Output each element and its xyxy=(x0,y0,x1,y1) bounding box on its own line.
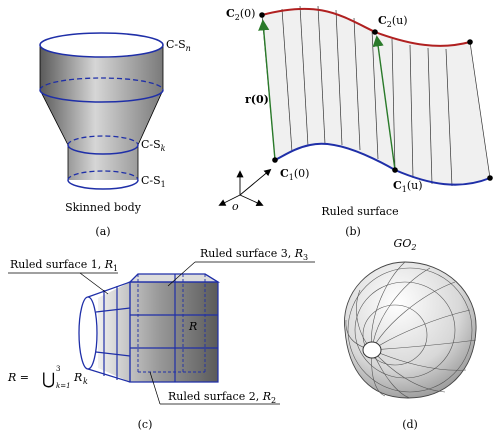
vector-r0 xyxy=(258,19,276,161)
axes-icon xyxy=(218,168,272,207)
label-rs2: Ruled surface 2, R2 xyxy=(168,390,276,405)
panel-d-caption: (d) xyxy=(402,418,418,431)
label-origin: o xyxy=(232,200,239,213)
end-cap xyxy=(78,296,98,370)
panel-c-caption: (c) xyxy=(138,418,153,431)
label-r-center: R xyxy=(188,320,197,333)
svg-text:⋃: ⋃ xyxy=(42,369,55,388)
vector-ru xyxy=(372,35,396,171)
label-rs1: Ruled surface 1, R1 xyxy=(10,258,118,273)
panel-b-ruled-surface: C2(0) C2(u) r(0) C1(0) C1(u) o Ruled sur… xyxy=(218,5,493,238)
panel-a-skinned-body: C-Sn C-Sk C-S1 Skinned body (a) xyxy=(39,32,191,238)
panel-d-title: GO2 xyxy=(394,237,417,252)
shell-mesh xyxy=(345,261,477,399)
panel-b-title: Ruled surface xyxy=(321,205,398,218)
label-c2-u: C2(u) xyxy=(378,14,408,29)
shell-opening xyxy=(362,341,382,359)
panel-b-caption: (b) xyxy=(345,225,361,238)
panel-a-caption: (a) xyxy=(95,225,110,238)
panel-a-title: Skinned body xyxy=(65,201,142,214)
label-cs-1: C-S1 xyxy=(141,174,166,189)
label-cs-n: C-Sn xyxy=(166,38,191,53)
point-c1-0 xyxy=(272,157,278,163)
panel-c-edges xyxy=(87,273,219,383)
top-cross-section xyxy=(39,32,164,58)
point-c1-u xyxy=(392,167,398,173)
rulings xyxy=(261,5,491,187)
label-c1-u: C1(u) xyxy=(393,179,423,194)
curve-c1 xyxy=(274,142,491,186)
svg-text:k: k xyxy=(83,377,88,386)
union-formula: R = ⋃ 3 k=1 R k xyxy=(7,365,88,390)
skinned-body-surface xyxy=(40,45,163,180)
label-cs-k: C-Sk xyxy=(141,138,166,153)
point-c2-0 xyxy=(259,12,265,18)
label-c1-0: C1(0) xyxy=(280,167,309,182)
panel-d-go2-shell: GO2 (d) xyxy=(344,237,477,431)
svg-text:3: 3 xyxy=(56,365,60,373)
label-c2-0: C2(0) xyxy=(226,7,255,22)
label-rs3: Ruled surface 3, R3 xyxy=(200,247,308,262)
point-c2-u xyxy=(372,29,378,35)
label-r0: r(0) xyxy=(245,93,269,106)
svg-text:R =: R = xyxy=(7,371,29,384)
ruled-surface-fill xyxy=(262,8,490,185)
svg-text:R: R xyxy=(73,371,82,384)
panel-c-ruled-surfaces: Ruled surface 1, R1 Ruled surface 3, R3 … xyxy=(7,247,315,431)
svg-text:k=1: k=1 xyxy=(56,382,71,390)
